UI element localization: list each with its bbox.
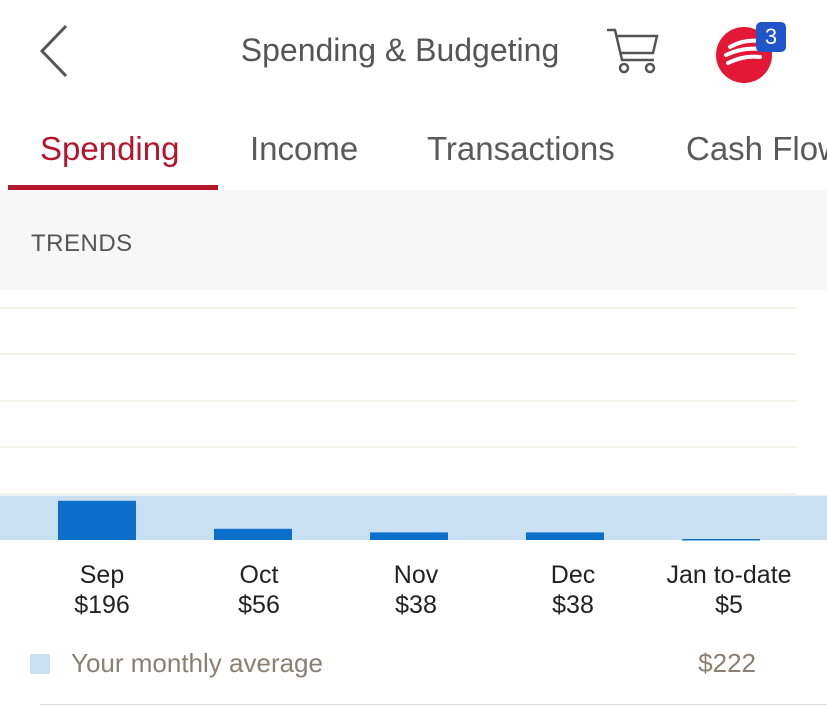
divider bbox=[40, 704, 827, 705]
bar-sep bbox=[58, 500, 136, 540]
legend-swatch bbox=[30, 654, 50, 674]
value-label: $56 bbox=[238, 591, 280, 619]
tab-spending[interactable]: Spending bbox=[40, 130, 180, 167]
category-label: Sep bbox=[79, 561, 125, 589]
bar-oct bbox=[214, 528, 292, 540]
category-label: Nov bbox=[393, 561, 439, 589]
chevron-left-icon bbox=[39, 24, 68, 78]
tab-bar: Spending Income Transactions Cash Flow bbox=[0, 105, 827, 193]
page-title: Spending & Budgeting bbox=[240, 32, 560, 68]
value-label: $38 bbox=[395, 591, 437, 619]
trends-section-header: TRENDS bbox=[0, 190, 827, 290]
bar-dec bbox=[526, 532, 604, 540]
cart-button[interactable] bbox=[604, 26, 662, 76]
value-label: $5 bbox=[715, 591, 743, 619]
profile-button[interactable]: 3 bbox=[714, 22, 790, 83]
bar-jan-to-date bbox=[682, 539, 760, 541]
app-header: Spending & Budgeting 3 bbox=[0, 0, 827, 105]
bar-label-jan: Jan to-date $5 bbox=[649, 560, 809, 620]
category-label: Jan to-date bbox=[666, 561, 792, 589]
bar-nov bbox=[370, 532, 448, 540]
bar-label-sep: Sep $196 bbox=[22, 560, 182, 620]
back-button[interactable] bbox=[36, 22, 76, 80]
category-label: Oct bbox=[239, 561, 279, 589]
bar-label-oct: Oct $56 bbox=[179, 560, 339, 620]
legend-label: Your monthly average bbox=[71, 648, 323, 678]
spending-trends-chart bbox=[0, 307, 827, 541]
bar-label-nov: Nov $38 bbox=[336, 560, 496, 620]
tab-income[interactable]: Income bbox=[250, 130, 359, 167]
average-legend: Your monthly average $222 bbox=[0, 640, 827, 685]
value-label: $196 bbox=[74, 591, 130, 619]
bar-label-dec: Dec $38 bbox=[493, 560, 653, 620]
category-label: Dec bbox=[550, 561, 596, 589]
shopping-cart-icon bbox=[607, 28, 659, 74]
active-tab-indicator bbox=[8, 185, 218, 190]
value-label: $38 bbox=[552, 591, 594, 619]
tab-cash-flow[interactable]: Cash Flow bbox=[686, 130, 827, 167]
notification-badge: 3 bbox=[756, 22, 786, 52]
tab-transactions[interactable]: Transactions bbox=[427, 130, 615, 167]
average-value: $222 bbox=[698, 648, 756, 678]
section-title: TRENDS bbox=[31, 230, 133, 257]
